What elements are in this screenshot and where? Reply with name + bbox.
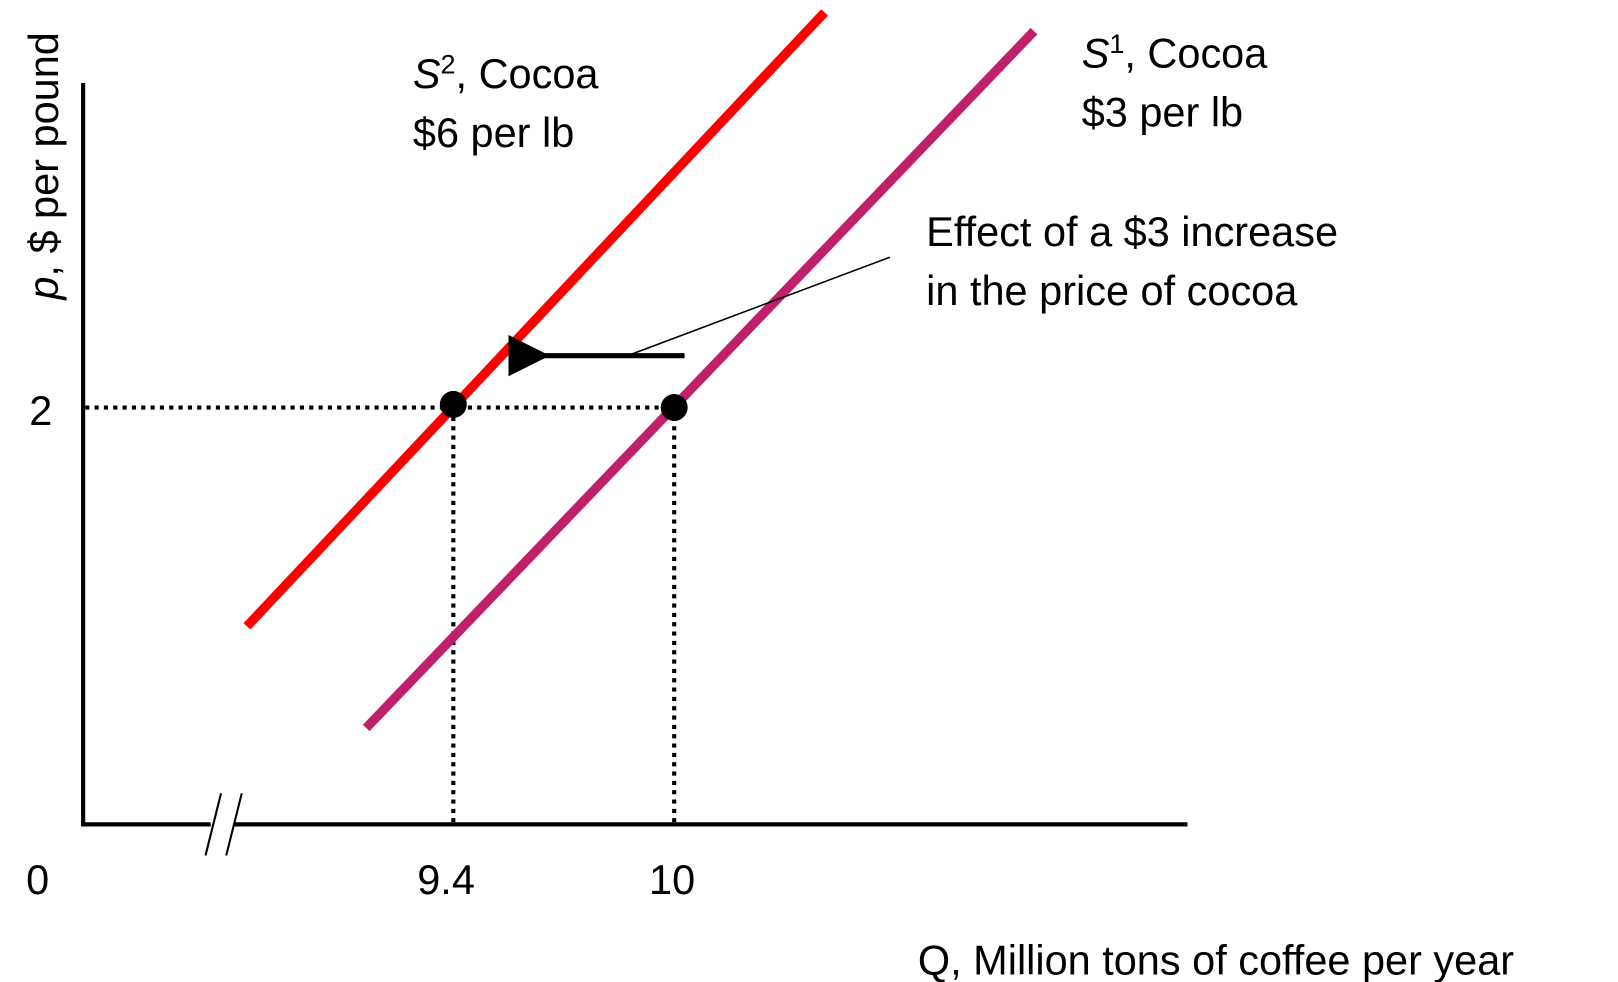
curve-label: S1, Cocoa (1082, 29, 1269, 77)
equilibrium-point (439, 390, 467, 418)
annotation: Effect of a $3 increase (926, 208, 1338, 255)
curve-price: $3 per lb (1082, 89, 1243, 136)
callout-line (627, 256, 891, 357)
axis-break (225, 793, 243, 856)
origin-label: 0 (26, 856, 49, 903)
axis-break (204, 793, 223, 856)
equilibrium-point (660, 394, 688, 422)
y-tick-label: 2 (29, 387, 52, 434)
y-axis-label: p, $ per pound (20, 32, 67, 301)
x-tick-label: 9.4 (417, 856, 475, 903)
curve-price: $6 per lb (413, 109, 574, 156)
x-axis-label: Q, Million tons of coffee per year (918, 937, 1514, 982)
x-tick-label: 10 (649, 856, 695, 903)
supply-curve (362, 27, 1038, 732)
supply-curve (243, 9, 828, 630)
curve-label: S2, Cocoa (413, 50, 600, 98)
annotation: in the price of cocoa (926, 267, 1298, 314)
